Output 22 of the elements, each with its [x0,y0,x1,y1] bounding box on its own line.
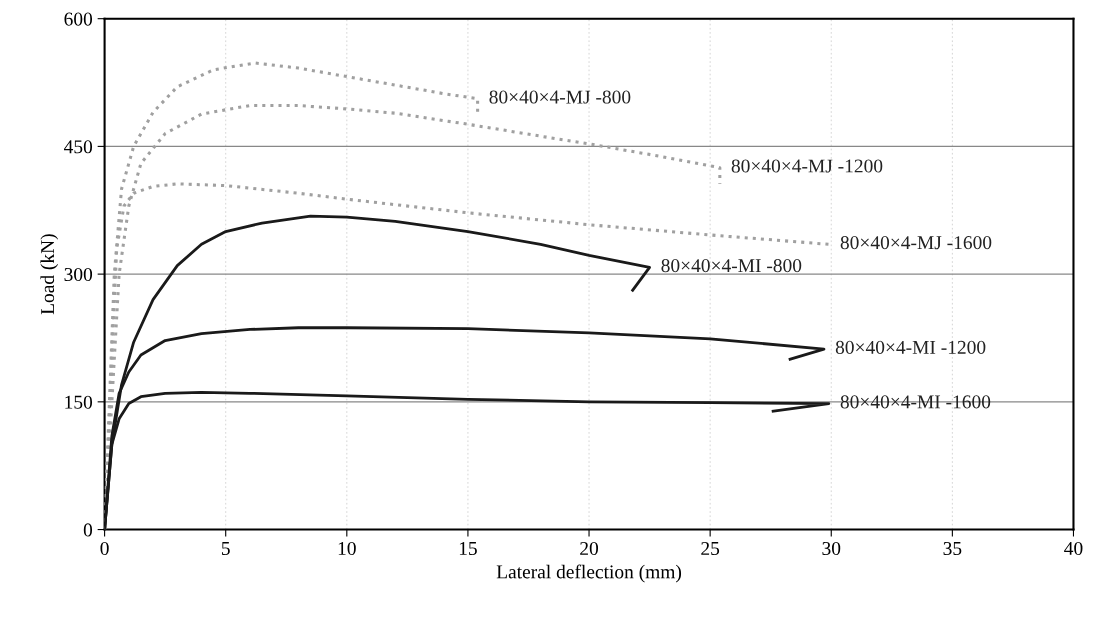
series-label: 80×40×4-MJ -800 [489,90,631,104]
series-label: 80×40×4-MI -1600 [840,395,991,409]
x-tick-label: 25 [701,541,720,556]
x-axis-title: Lateral deflection (mm) [496,564,682,583]
x-tick-label: 20 [580,541,599,556]
series-label: 80×40×4-MI -1200 [835,340,986,354]
y-tick-label: 0 [83,523,93,537]
x-tick-label: 10 [338,541,356,556]
series-label: 80×40×4-MJ -1200 [731,159,883,173]
series-label: 80×40×4-MJ -1600 [840,236,992,250]
x-tick-label: 40 [1064,541,1083,556]
y-tick-label: 150 [65,395,93,409]
y-axis-title: Load (kN) [40,234,59,315]
x-tick-label: 0 [100,541,109,556]
x-tick-label: 5 [221,542,230,556]
x-tick-label: 30 [822,541,841,556]
x-tick-label: 15 [459,542,477,556]
x-tick-label: 35 [943,541,962,556]
y-tick-label: 600 [64,12,93,26]
series-label: 80×40×4-MI -800 [661,259,802,273]
y-tick-label: 450 [64,140,93,154]
y-tick-label: 300 [64,267,93,282]
